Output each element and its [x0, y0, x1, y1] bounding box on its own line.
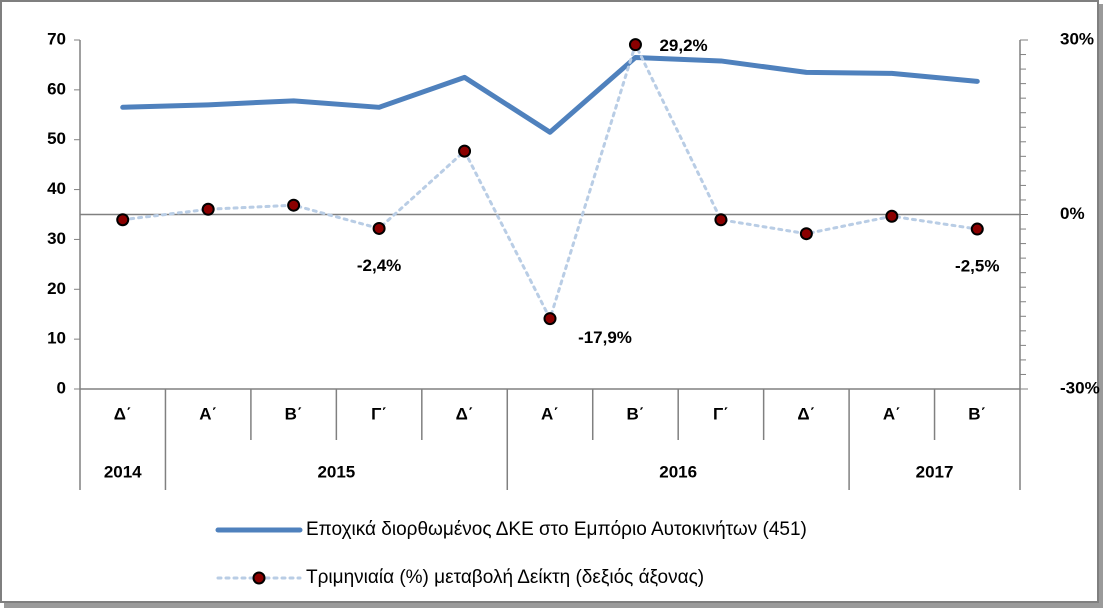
series-marker	[287, 198, 301, 212]
legend-label: Τριμηνιαία (%) μεταβολή Δείκτη (δεξιός ά…	[306, 567, 704, 588]
series-marker	[458, 144, 472, 158]
y-tick-label: 40	[47, 179, 66, 198]
y-tick-label: 30	[47, 229, 66, 248]
y2-tick-label: -30%	[1060, 378, 1100, 397]
data-label: -2,5%	[955, 257, 999, 276]
data-label: -17,9%	[578, 328, 632, 347]
x-tick-label: Γ΄	[371, 404, 387, 423]
series-marker	[799, 227, 813, 241]
x-group-label: 2016	[659, 462, 697, 481]
x-group-label: 2015	[317, 462, 355, 481]
series-marker	[201, 202, 215, 216]
y-tick-label: 20	[47, 279, 66, 298]
series-marker	[628, 38, 642, 52]
x-tick-label: Β΄	[626, 404, 644, 423]
y-tick-label: 70	[47, 29, 66, 48]
y-tick-label: 0	[57, 378, 66, 397]
x-group-label: 2014	[104, 462, 142, 481]
y-tick-label: 50	[47, 129, 66, 148]
x-tick-label: Γ΄	[713, 404, 729, 423]
data-label: 29,2%	[659, 36, 707, 55]
x-tick-label: Α΄	[199, 404, 217, 423]
y2-tick-label: 0%	[1060, 204, 1085, 223]
series-marker	[543, 312, 557, 326]
legend-marker	[252, 571, 266, 585]
y2-tick-label: 30%	[1060, 29, 1094, 48]
x-tick-label: Δ΄	[114, 404, 132, 423]
x-tick-label: Β΄	[968, 404, 986, 423]
y-tick-label: 10	[47, 329, 66, 348]
series-marker	[885, 209, 899, 223]
series-marker	[372, 221, 386, 235]
series-marker	[714, 213, 728, 227]
y-tick-label: 60	[47, 79, 66, 98]
series-line	[120, 54, 980, 135]
x-tick-label: Δ΄	[456, 404, 474, 423]
x-tick-label: Α΄	[883, 404, 901, 423]
x-tick-label: Β΄	[285, 404, 303, 423]
legend-label: Εποχικά διορθωμένος ΔΚΕ στο Εμπόριο Αυτο…	[306, 519, 807, 540]
series-marker	[970, 222, 984, 236]
x-tick-label: Α΄	[541, 404, 559, 423]
data-label: -2,4%	[357, 256, 401, 275]
x-tick-label: Δ΄	[797, 404, 815, 423]
series-marker	[116, 213, 130, 227]
x-group-label: 2017	[916, 462, 954, 481]
